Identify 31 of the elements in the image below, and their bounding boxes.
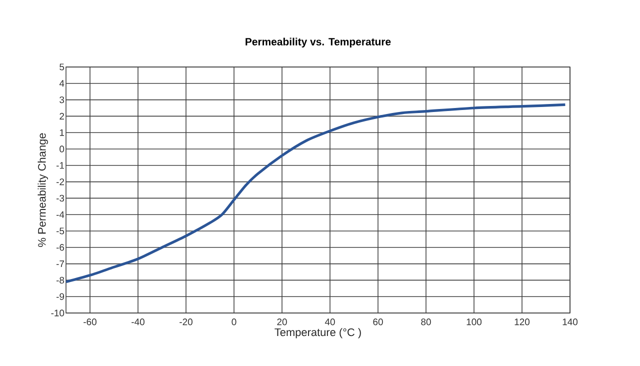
y-tick-label: -9 (56, 293, 64, 300)
y-tick-label: 5 (60, 64, 64, 70)
x-tick-label: 40 (324, 318, 335, 326)
x-tick-label: -40 (132, 318, 144, 326)
x-tick-label: -60 (84, 318, 96, 326)
x-tick-label: 60 (373, 318, 383, 326)
y-tick-label: 4 (59, 80, 64, 87)
x-axis-title: Temperature (°C ) (274, 328, 361, 338)
y-tick-label: -5 (56, 228, 64, 234)
chart-title: Permeability vs. Temperature (246, 38, 391, 48)
x-tick-label: 100 (466, 318, 482, 326)
x-tick-label: 140 (562, 318, 578, 326)
y-tick-label: -10 (51, 310, 64, 316)
x-tick-label: 0 (232, 318, 236, 326)
x-tick-label: -20 (180, 318, 192, 326)
x-tick-label: 20 (277, 318, 287, 326)
y-tick-label: -6 (56, 244, 64, 251)
y-tick-label: -4 (56, 211, 64, 218)
y-tick-label: 1 (60, 129, 64, 136)
y-tick-label: -3 (56, 194, 64, 202)
y-tick-label: -1 (56, 162, 64, 169)
y-tick-label: 0 (60, 146, 64, 152)
y-tick-label: -8 (56, 276, 64, 284)
y-axis-title: % Permeability Change (38, 133, 48, 247)
y-tick-label: -7 (56, 260, 64, 268)
line-series (64, 103, 566, 284)
y-tick-label: 3 (60, 96, 64, 104)
y-tick-label: -2 (56, 178, 64, 186)
y-tick-label: 2 (60, 112, 64, 120)
x-tick-label: 80 (421, 318, 431, 326)
x-tick-label: 120 (514, 318, 530, 326)
